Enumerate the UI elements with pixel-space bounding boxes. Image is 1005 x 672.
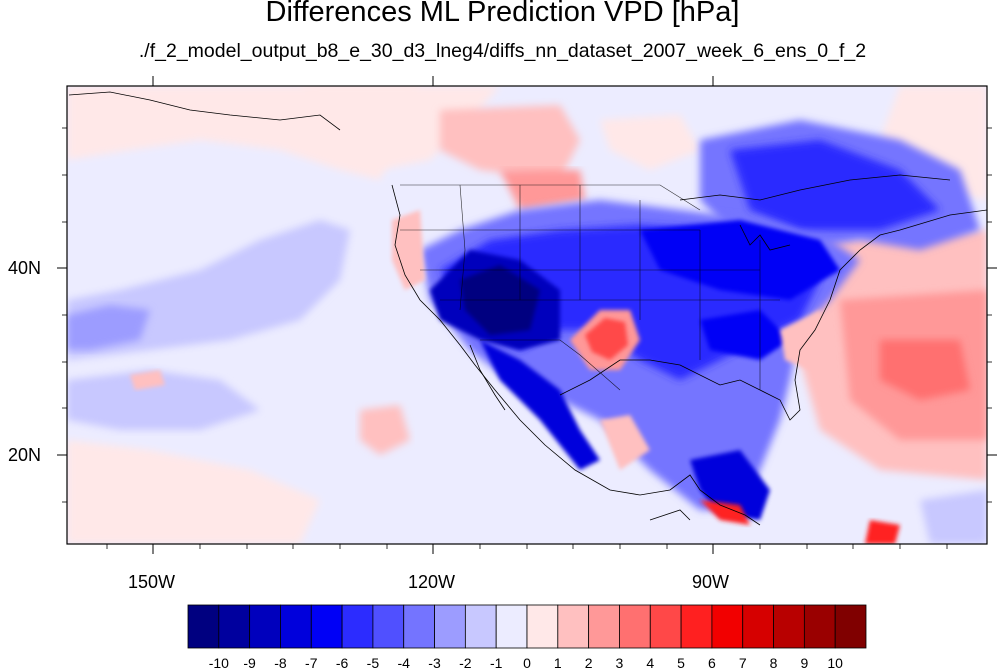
colorbar-label: 2 — [584, 655, 593, 671]
colorbar-label: -4 — [397, 655, 410, 671]
colorbar-label: -6 — [335, 655, 349, 671]
colorbar-box — [464, 604, 497, 649]
colorbar-label: -7 — [305, 655, 318, 671]
colorbar-box — [341, 604, 374, 649]
colorbar-label: -5 — [366, 655, 380, 671]
colorbar-box — [557, 604, 590, 649]
map-title: Differences ML Prediction VPD [hPa] — [265, 0, 740, 28]
colorbar-label: -1 — [489, 655, 503, 671]
colorbar-box — [588, 604, 620, 649]
colorbar-box — [403, 604, 435, 649]
lon-label-90w: 90W — [692, 572, 730, 592]
lon-label-120w: 120W — [408, 572, 456, 592]
colorbar-label: 5 — [677, 655, 685, 671]
colorbar-label: 7 — [738, 655, 747, 671]
colorbar-box — [526, 604, 559, 649]
colorbar-box — [803, 604, 836, 649]
axis-ticks — [57, 76, 997, 554]
lat-label-40n: 40N — [8, 258, 42, 278]
colorbar — [187, 604, 867, 649]
lat-label-20n: 20N — [8, 445, 42, 465]
data-field — [67, 86, 987, 544]
colorbar-box — [619, 604, 651, 649]
colorbar-box — [310, 604, 343, 649]
colorbar-label: 1 — [553, 655, 562, 671]
colorbar-label: -10 — [208, 655, 229, 671]
map-subtitle: ./f_2_model_output_b8_e_30_d3_lneg4/diff… — [138, 40, 867, 62]
colorbar-box — [280, 604, 312, 649]
colorbar-label: 0 — [523, 655, 531, 671]
colorbar-label: 4 — [646, 655, 655, 671]
colorbar-label: 10 — [827, 655, 843, 671]
colorbar-box — [649, 604, 682, 649]
colorbar-box — [372, 604, 405, 649]
colorbar-box — [834, 604, 867, 649]
colorbar-box — [711, 604, 744, 649]
colorbar-box — [742, 604, 774, 649]
colorbar-label: -3 — [428, 655, 441, 671]
lon-label-150w: 150W — [128, 572, 176, 592]
colorbar-label: 9 — [800, 655, 809, 671]
colorbar-box — [187, 604, 220, 649]
colorbar-label: -2 — [459, 655, 472, 671]
colorbar-box — [773, 604, 805, 649]
colorbar-box — [680, 604, 713, 649]
colorbar-label: 8 — [769, 655, 778, 671]
colorbar-box — [218, 604, 251, 649]
colorbar-label: -9 — [243, 655, 256, 671]
colorbar-label: -8 — [274, 655, 287, 671]
colorbar-box — [495, 604, 528, 649]
colorbar-box — [249, 604, 281, 649]
colorbar-label: 3 — [615, 655, 624, 671]
colorbar-label: 6 — [708, 655, 716, 671]
colorbar-box — [434, 604, 466, 649]
